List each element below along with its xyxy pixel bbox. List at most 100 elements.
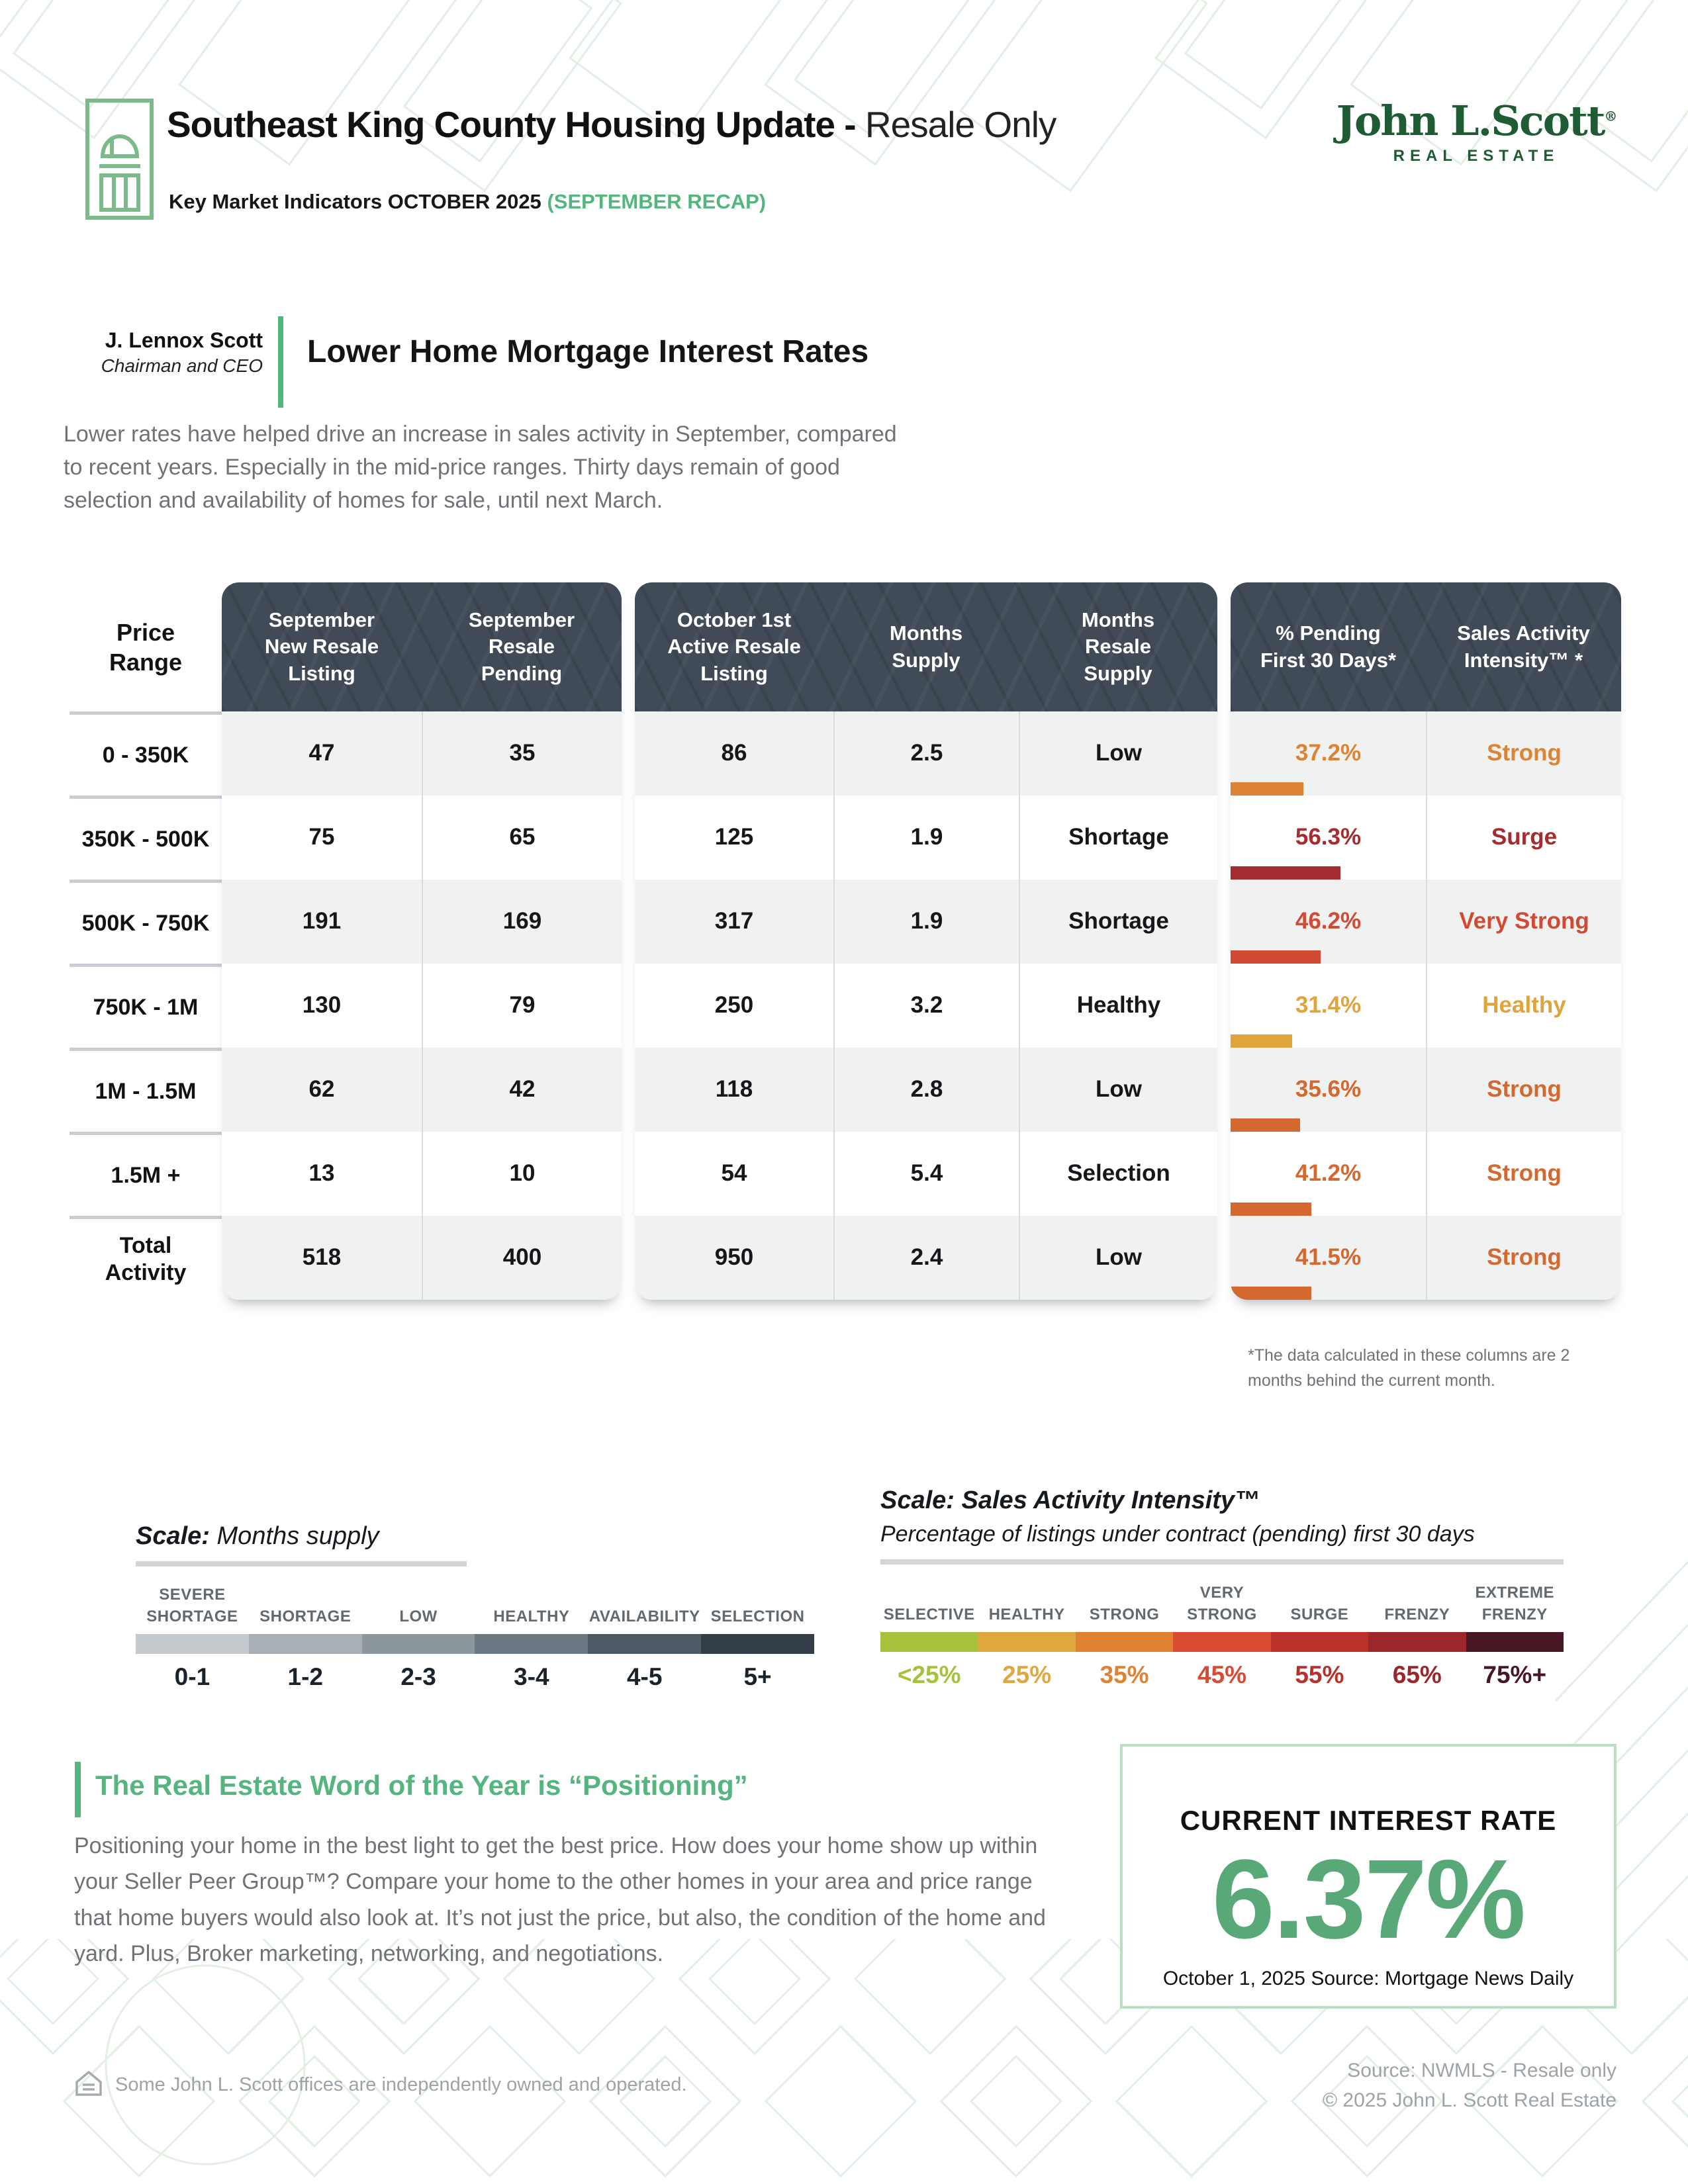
table-gap — [1217, 582, 1231, 1300]
table-row: 41.2%Strong — [1231, 1132, 1621, 1216]
cell-value: 13 — [309, 1160, 335, 1187]
page: Southeast King County Housing Update - R… — [0, 0, 1688, 2184]
table-row: 862.5Low — [635, 711, 1217, 796]
section-divider — [278, 316, 283, 408]
subtitle-recap: (SEPTEMBER RECAP) — [547, 190, 766, 213]
cell-value: 31.4% — [1295, 992, 1361, 1019]
scale-underline — [136, 1561, 467, 1567]
resale-pending-cell: 42 — [422, 1048, 622, 1132]
page-title-suffix: Resale Only — [865, 104, 1056, 145]
months-resale-supply-cell: Low — [1019, 711, 1217, 796]
current-interest-rate-card: CURRENT INTEREST RATE 6.37% October 1, 2… — [1120, 1744, 1617, 2009]
cell-value: 1.9 — [911, 824, 943, 850]
table-row: 46.2%Very Strong — [1231, 880, 1621, 964]
scale-segment-range: 35% — [1076, 1661, 1173, 1689]
brand-logo-subtitle: REAL ESTATE — [1334, 147, 1618, 165]
door-logo-icon — [85, 98, 154, 224]
pct-pending-bar — [1231, 866, 1340, 880]
months-resale-supply-cell: Shortage — [1019, 880, 1217, 964]
scale-segment-label: SELECTION — [701, 1581, 814, 1634]
price-range-header: Price Range — [70, 582, 222, 711]
table-row: 2503.2Healthy — [635, 964, 1217, 1048]
scale-segment-bar — [1173, 1632, 1270, 1652]
scale-segment-label: SELECTIVE — [880, 1579, 978, 1632]
scale-segment: EXTREME FRENZY75%+ — [1466, 1579, 1564, 1689]
resale-pending-cell: 65 — [422, 796, 622, 880]
resale-pending-cell: 10 — [422, 1132, 622, 1216]
scale-segment: FRENZY65% — [1368, 1579, 1466, 1689]
cell-value: 65 — [510, 824, 536, 850]
column-header: Months Supply — [833, 582, 1019, 711]
table-row: 3171.9Shortage — [635, 880, 1217, 964]
table-header-group-b: October 1st Active Resale ListingMonths … — [635, 582, 1217, 711]
column-header: September Resale Pending — [422, 582, 622, 711]
scale-segment-range: 25% — [978, 1661, 1075, 1689]
cell-value: 56.3% — [1295, 824, 1361, 850]
cell-value: 42 — [510, 1076, 536, 1103]
active-resale-listing-cell: 250 — [635, 964, 833, 1048]
months-resale-supply-cell: Selection — [1019, 1132, 1217, 1216]
price-range-label: 1.5M + — [70, 1132, 222, 1216]
resale-pending-cell: 79 — [422, 964, 622, 1048]
sales-intensity-scale: Scale: Sales Activity Intensity™ Percent… — [880, 1486, 1564, 1689]
page-subtitle: Key Market Indicators OCTOBER 2025 (SEPT… — [169, 190, 766, 214]
scale-segment: STRONG 35% — [1076, 1579, 1173, 1689]
months-supply-cell: 2.4 — [833, 1216, 1019, 1300]
cell-value: 10 — [510, 1160, 536, 1187]
cell-value: 191 — [303, 908, 341, 934]
sales-intensity-cell: Strong — [1426, 1048, 1621, 1132]
table-row: 41.5% Strong — [1231, 1216, 1621, 1300]
scale-segment-range: 2-3 — [362, 1663, 475, 1691]
scale-segment-bar — [1368, 1632, 1466, 1652]
pending-intensity-block: % Pending First 30 Days*Sales Activity I… — [1231, 582, 1621, 1300]
cell-value: 41.2% — [1295, 1160, 1361, 1187]
page-title-main: Southeast King County Housing Update - — [167, 104, 856, 145]
interest-rate-label: CURRENT INTEREST RATE — [1123, 1805, 1614, 1837]
cell-value: 518 — [303, 1244, 341, 1271]
column-header: Months Resale Supply — [1019, 582, 1217, 711]
table-row: 56.3% Surge — [1231, 796, 1621, 880]
sales-intensity-cell: Strong — [1426, 711, 1621, 796]
pct-pending-bar — [1231, 950, 1321, 964]
table-row: 9502.4Low — [635, 1216, 1217, 1300]
cell-value: 79 — [510, 992, 536, 1019]
new-resale-listing-cell: 518 — [222, 1216, 422, 1300]
table-row: 518400 — [222, 1216, 622, 1300]
scale-segment-label: HEALTHY — [978, 1579, 1075, 1632]
table-row: 37.2% Strong — [1231, 711, 1621, 796]
table-row: 35.6% Strong — [1231, 1048, 1621, 1132]
cell-value: Surge — [1491, 824, 1557, 850]
october-supply-block: October 1st Active Resale ListingMonths … — [635, 582, 1217, 1300]
scale-segment: SURGE55% — [1271, 1579, 1368, 1689]
sales-intensity-scale-subtitle: Percentage of listings under contract (p… — [880, 1522, 1564, 1547]
cell-value: 5.4 — [911, 1160, 943, 1187]
cell-value: Low — [1096, 1244, 1142, 1271]
new-resale-listing-cell: 130 — [222, 964, 422, 1048]
months-resale-supply-cell: Shortage — [1019, 796, 1217, 880]
cell-value: Strong — [1487, 740, 1562, 766]
cell-value: 35.6% — [1295, 1076, 1361, 1103]
pct-pending-cell: 56.3% — [1231, 796, 1426, 880]
sales-intensity-cell: Surge — [1426, 796, 1621, 880]
resale-pending-cell: 169 — [422, 880, 622, 964]
footer-source: Source: NWMLS - Resale only — [1323, 2056, 1617, 2085]
cell-value: 37.2% — [1295, 740, 1361, 766]
scale-segment: SELECTIVE<25% — [880, 1579, 978, 1689]
cell-value: Strong — [1487, 1244, 1562, 1271]
new-resale-listing-cell: 47 — [222, 711, 422, 796]
scale-segment: VERY STRONG45% — [1173, 1579, 1270, 1689]
pct-pending-bar — [1231, 1118, 1300, 1132]
price-range-column: Price Range 0 - 350K350K - 500K500K - 75… — [70, 582, 222, 1300]
scale-segment-bar — [1271, 1632, 1368, 1652]
scale-segment-label: STRONG — [1076, 1579, 1173, 1632]
active-resale-listing-cell: 86 — [635, 711, 833, 796]
active-resale-listing-cell: 54 — [635, 1132, 833, 1216]
sales-intensity-cell: Strong — [1426, 1216, 1621, 1300]
scale-segment-range: 4-5 — [588, 1663, 701, 1691]
cell-value: 41.5% — [1295, 1244, 1361, 1271]
footer-left: Some John L. Scott offices are independe… — [74, 2069, 687, 2101]
pct-pending-bar — [1231, 782, 1303, 796]
footer-copyright: © 2025 John L. Scott Real Estate — [1323, 2085, 1617, 2115]
scale-segment-range: 65% — [1368, 1661, 1466, 1689]
cell-value: 250 — [715, 992, 753, 1019]
